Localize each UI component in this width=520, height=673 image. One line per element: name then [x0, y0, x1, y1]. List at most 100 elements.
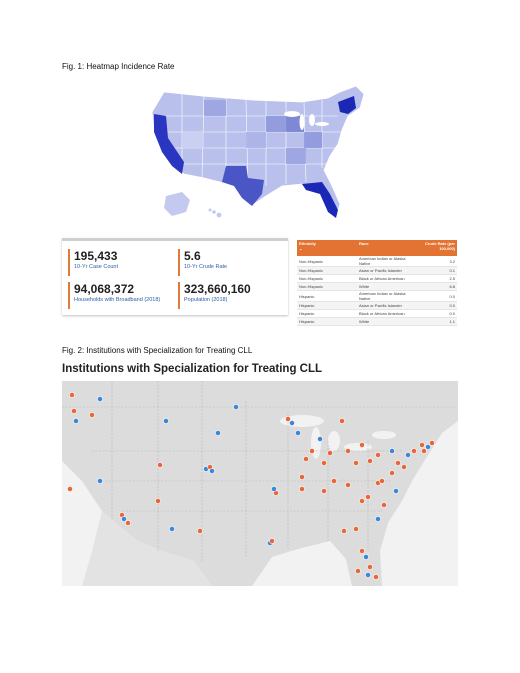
institution-marker[interactable] [317, 436, 323, 442]
institution-marker[interactable] [401, 464, 407, 470]
institution-marker[interactable] [365, 572, 371, 578]
race-cell: American Indian or Alaska Native [357, 290, 412, 302]
population-stat: 323,660,160 Population (2018) [178, 282, 288, 309]
race-header[interactable]: Race [357, 240, 412, 256]
institution-marker[interactable] [429, 440, 435, 446]
institution-marker[interactable] [209, 468, 215, 474]
crude-rate-table: Ethnicity ⌄ Race Crude Rate (per 100,000)… [297, 240, 457, 326]
crude-rate-cell: 0.1 [411, 266, 457, 275]
hawaii-state [208, 208, 222, 218]
institution-marker[interactable] [359, 442, 365, 448]
institution-marker[interactable] [405, 452, 411, 458]
fig2-map-title: Institutions with Specialization for Tre… [62, 363, 323, 375]
new-york-state [338, 96, 356, 114]
california-state [154, 114, 184, 174]
race-cell: White [357, 282, 412, 291]
institution-marker[interactable] [345, 482, 351, 488]
institution-marker[interactable] [381, 502, 387, 508]
institution-marker[interactable] [321, 488, 327, 494]
institution-marker[interactable] [89, 412, 95, 418]
population-value: 323,660,160 [184, 282, 251, 296]
crude-rate-stat: 5.6 10-Yr Crude Rate [178, 249, 288, 276]
institution-marker[interactable] [157, 462, 163, 468]
institution-marker[interactable] [309, 448, 315, 454]
institution-marker[interactable] [97, 396, 103, 402]
crude-rate-cell: 0.0 [411, 301, 457, 310]
institution-marker[interactable] [269, 538, 275, 544]
ethnicity-cell: Non-Hispanic [297, 256, 357, 267]
ethnicity-cell: Non-Hispanic [297, 282, 357, 291]
institution-marker[interactable] [367, 564, 373, 570]
institution-marker[interactable] [71, 408, 77, 414]
institution-marker[interactable] [359, 498, 365, 504]
crude-rate-cell: 3.2 [411, 256, 457, 267]
institution-marker[interactable] [321, 460, 327, 466]
institution-marker[interactable] [353, 460, 359, 466]
ethnicity-cell: Hispanic [297, 301, 357, 310]
institution-marker[interactable] [97, 478, 103, 484]
institution-marker[interactable] [215, 430, 221, 436]
institution-marker[interactable] [389, 470, 395, 476]
race-cell: White [357, 317, 412, 326]
institution-marker[interactable] [421, 448, 427, 454]
institution-marker[interactable] [299, 486, 305, 492]
institution-marker[interactable] [331, 478, 337, 484]
institution-marker[interactable] [121, 516, 127, 522]
ethnicity-cell: Hispanic [297, 290, 357, 302]
institution-marker[interactable] [339, 418, 345, 424]
institution-marker[interactable] [425, 444, 431, 450]
case-count-label: 10-Yr Case Count [74, 264, 119, 270]
institution-marker[interactable] [299, 474, 305, 480]
institution-marker[interactable] [359, 548, 365, 554]
institution-marker[interactable] [367, 458, 373, 464]
institution-marker[interactable] [73, 418, 79, 424]
institution-marker[interactable] [341, 528, 347, 534]
institution-marker[interactable] [169, 526, 175, 532]
institution-marker[interactable] [345, 448, 351, 454]
florida-state [302, 182, 338, 218]
crude-rate-label: 10-Yr Crude Rate [184, 264, 228, 270]
stats-card: 195,433 10-Yr Case Count 5.6 10-Yr Crude… [62, 238, 288, 315]
institution-marker[interactable] [419, 442, 425, 448]
institution-marker[interactable] [395, 460, 401, 466]
institution-marker[interactable] [379, 478, 385, 484]
institution-marker[interactable] [365, 494, 371, 500]
crude-rate-cell: 2.5 [411, 274, 457, 283]
institution-marker[interactable] [197, 528, 203, 534]
institution-marker[interactable] [271, 486, 277, 492]
ethnicity-cell: Hispanic [297, 309, 357, 318]
institution-marker[interactable] [373, 574, 379, 580]
ethnicity-header[interactable]: Ethnicity ⌄ [297, 240, 357, 256]
case-count-stat: 195,433 10-Yr Case Count [68, 249, 178, 276]
crude-rate-cell: 0.0 [411, 290, 457, 302]
fig2-caption: Fig. 2: Institutions with Specialization… [62, 346, 253, 355]
table-row: Hispanic American Indian or Alaska Native… [297, 290, 457, 302]
institution-marker[interactable] [303, 456, 309, 462]
institution-marker[interactable] [163, 418, 169, 424]
institution-marker[interactable] [69, 392, 75, 398]
table-row: Hispanic Asian or Pacific Islander 0.0 [297, 301, 457, 310]
crude-rate-header[interactable]: Crude Rate (per 100,000) [411, 240, 457, 256]
institution-marker[interactable] [289, 420, 295, 426]
case-count-value: 195,433 [74, 249, 118, 263]
table-row: Hispanic Black or African American 0.0 [297, 309, 457, 318]
institution-marker[interactable] [375, 516, 381, 522]
institution-marker[interactable] [393, 488, 399, 494]
institution-marker[interactable] [389, 448, 395, 454]
institution-marker[interactable] [125, 520, 131, 526]
institution-marker[interactable] [285, 416, 291, 422]
fig1-caption: Fig. 1: Heatmap Incidence Rate [62, 62, 175, 71]
institution-marker[interactable] [355, 568, 361, 574]
table-row: Non-Hispanic American Indian or Alaska Na… [297, 256, 457, 267]
institution-marker[interactable] [67, 486, 73, 492]
ethnicity-cell: Non-Hispanic [297, 266, 357, 275]
institution-marker[interactable] [375, 452, 381, 458]
institution-marker[interactable] [295, 430, 301, 436]
population-label: Population (2018) [184, 297, 228, 303]
institution-marker[interactable] [155, 498, 161, 504]
institution-marker[interactable] [233, 404, 239, 410]
institution-marker[interactable] [363, 554, 369, 560]
institution-marker[interactable] [353, 526, 359, 532]
institution-marker[interactable] [327, 450, 333, 456]
institution-marker[interactable] [411, 448, 417, 454]
